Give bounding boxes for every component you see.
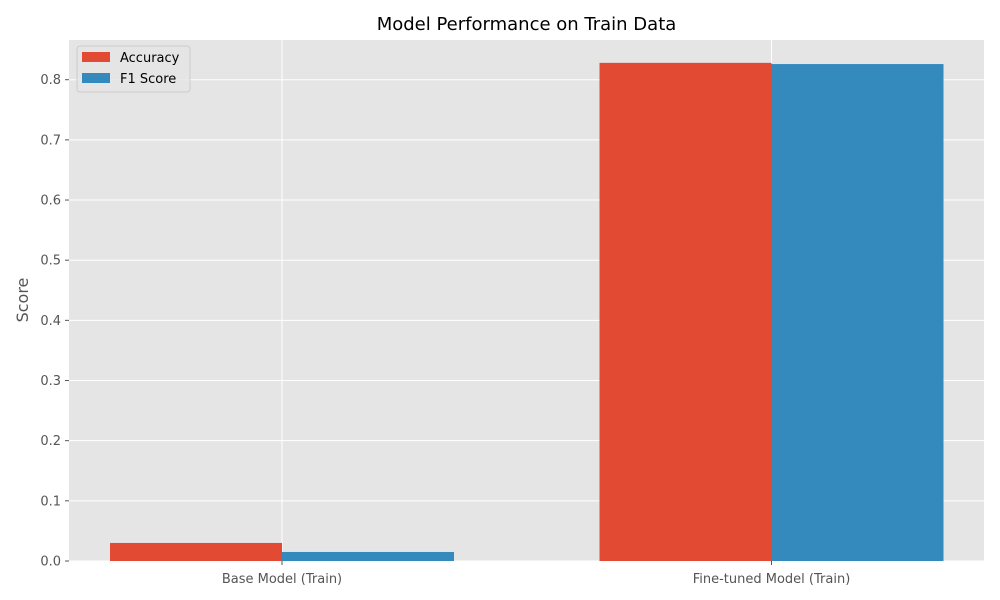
x-tick-label: Base Model (Train)	[222, 572, 342, 587]
y-tick-label: 0.2	[40, 434, 61, 449]
chart-title: Model Performance on Train Data	[377, 14, 677, 35]
y-tick-label: 0.6	[40, 194, 61, 209]
y-tick-label: 0.0	[40, 555, 61, 570]
y-tick-label: 0.3	[40, 374, 61, 389]
legend-swatch-f1-score	[82, 73, 110, 83]
x-tick-label: Fine-tuned Model (Train)	[693, 572, 851, 587]
y-tick-label: 0.4	[40, 314, 61, 329]
y-axis-label: Score	[13, 278, 32, 323]
bars	[110, 62, 944, 562]
legend-label-f1-score: F1 Score	[120, 72, 176, 87]
bar-f1-score	[771, 64, 944, 561]
legend: Accuracy F1 Score	[76, 45, 191, 93]
y-tick-label: 0.1	[40, 494, 61, 509]
legend-swatch-accuracy	[82, 52, 110, 62]
y-tick-label: 0.5	[40, 254, 61, 269]
x-axis-ticks: Base Model (Train) Fine-tuned Model (Trai…	[222, 561, 850, 587]
y-tick-label: 0.8	[40, 73, 61, 88]
legend-label-accuracy: Accuracy	[120, 51, 180, 66]
y-axis-ticks: 0.0 0.1 0.2 0.3 0.4 0.5 0.6 0.7 0.8	[40, 73, 69, 570]
bar-f1-score	[282, 551, 454, 561]
bar-accuracy	[599, 62, 772, 562]
y-tick-label: 0.7	[40, 133, 61, 148]
bar-accuracy	[110, 542, 282, 561]
